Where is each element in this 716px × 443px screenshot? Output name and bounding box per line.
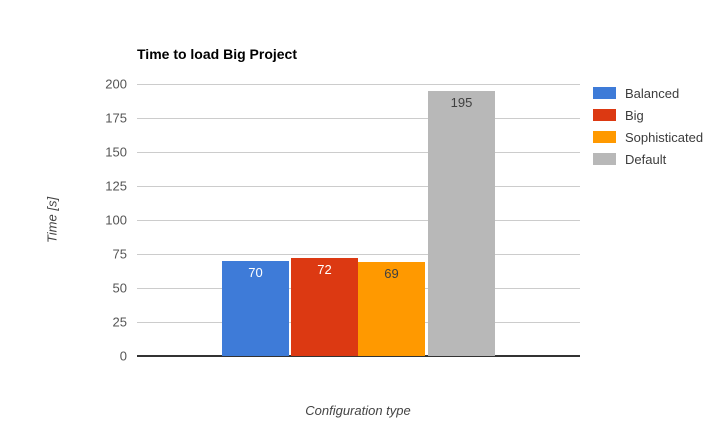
bar-balanced[interactable]: 70	[222, 260, 289, 356]
legend-label: Big	[625, 107, 644, 123]
legend-swatch	[593, 87, 616, 99]
legend-item-big: Big	[593, 104, 703, 126]
x-axis-title: Configuration type	[305, 403, 411, 418]
legend-swatch	[593, 109, 616, 121]
y-tick-label: 100	[105, 212, 127, 228]
gridline	[137, 118, 580, 119]
gridline	[137, 220, 580, 221]
legend-label: Sophisticated	[625, 129, 704, 145]
legend-label: Balanced	[625, 85, 680, 101]
bar-value-label: 195	[450, 94, 473, 110]
y-tick-label: 125	[105, 178, 127, 194]
legend-label: Default	[625, 151, 667, 167]
y-tick-label: 150	[105, 144, 127, 160]
legend-item-sophisticated: Sophisticated	[593, 126, 703, 148]
legend-item-balanced: Balanced	[593, 82, 703, 104]
legend: Balanced Big Sophisticated Default	[593, 82, 703, 170]
y-tick-label: 200	[105, 76, 127, 92]
gridline	[137, 84, 580, 85]
legend-item-default: Default	[593, 148, 703, 170]
legend-swatch	[593, 131, 616, 143]
legend-swatch	[593, 153, 616, 165]
bar-value-label: 69	[384, 266, 399, 282]
x-axis-baseline	[137, 355, 580, 357]
bar-sophisticated[interactable]: 69	[358, 262, 425, 356]
y-tick-label: 175	[105, 110, 127, 126]
y-tick-label: 25	[112, 314, 127, 330]
y-axis-title: Time [s]	[44, 196, 60, 244]
gridline	[137, 254, 580, 255]
bar-default[interactable]: 195	[428, 90, 495, 356]
y-tick-label: 0	[119, 348, 127, 364]
chart-title: Time to load Big Project	[137, 46, 297, 62]
bar-value-label: 70	[248, 264, 263, 280]
bar-big[interactable]: 72	[291, 258, 358, 356]
y-tick-label: 50	[112, 280, 127, 296]
gridline	[137, 152, 580, 153]
y-tick-label: 75	[112, 246, 127, 262]
bar-value-label: 72	[317, 262, 332, 278]
gridline	[137, 186, 580, 187]
